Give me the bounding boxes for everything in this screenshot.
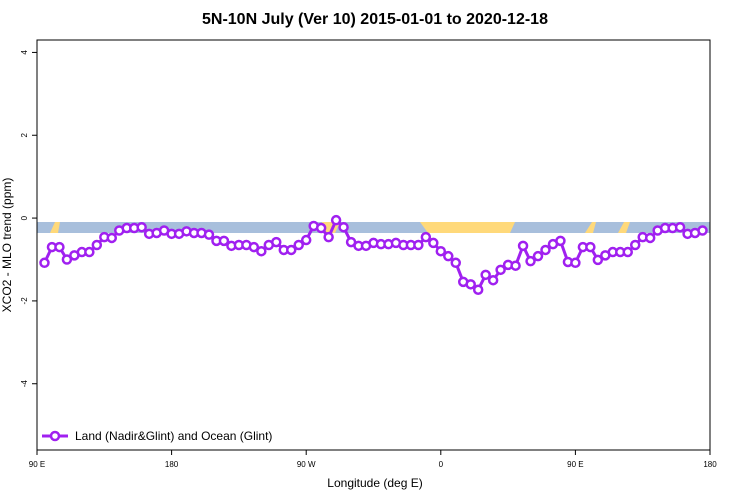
data-point [510, 260, 521, 271]
data-point [420, 231, 432, 243]
data-point [285, 244, 297, 256]
data-point [697, 225, 708, 236]
data-point [338, 221, 349, 233]
x-tick-label: 90 W [297, 460, 316, 469]
data-point [540, 244, 551, 256]
data-point [428, 237, 439, 249]
data-point [323, 231, 334, 243]
data-point [517, 240, 529, 252]
data-point [248, 241, 260, 253]
data-point [218, 235, 230, 247]
data-point [203, 229, 215, 240]
y-tick-label: 2 [20, 132, 29, 137]
x-tick-label: 90 E [29, 460, 45, 469]
x-tick-label: 0 [439, 460, 444, 469]
y-axis-label: XCO2 - MLO trend (ppm) [0, 178, 14, 313]
plot-frame [36, 39, 711, 451]
y-tick-label: -4 [20, 380, 29, 388]
legend-marker [49, 430, 61, 442]
data-point [622, 246, 633, 258]
data-point [465, 279, 476, 290]
data-point [256, 245, 267, 257]
x-tick-label: 90 E [567, 460, 583, 469]
data-point [629, 239, 641, 251]
data-point [91, 239, 103, 251]
data-point [495, 264, 506, 276]
land-band [50, 222, 60, 233]
data-point [592, 254, 604, 266]
background-band [37, 222, 710, 233]
land-band [618, 222, 630, 233]
land-band [420, 222, 515, 233]
data-point [443, 250, 454, 262]
data-point [487, 274, 499, 286]
data-point [315, 222, 327, 234]
data-point [644, 232, 656, 244]
data-point [39, 257, 50, 269]
chart-title: 5N-10N July (Ver 10) 2015-01-01 to 2020-… [202, 11, 548, 28]
data-point [54, 241, 65, 253]
data-point [472, 284, 484, 295]
data-point [480, 269, 491, 281]
y-tick-label: -2 [20, 297, 29, 305]
x-tick-label: 180 [165, 460, 179, 469]
y-tick-label: 0 [20, 215, 29, 220]
legend-label: Land (Nadir&Glint) and Ocean (Glint) [75, 429, 272, 443]
data-point [61, 254, 73, 265]
data-point [106, 232, 118, 244]
y-tick-label: 4 [20, 50, 29, 55]
x-axis-label: Longitude (deg E) [327, 476, 422, 490]
data-point [570, 257, 581, 269]
x-tick-label: 180 [703, 460, 717, 469]
data-point [525, 255, 536, 267]
data-point [271, 236, 282, 248]
data-point [435, 245, 447, 257]
data-point [450, 257, 462, 269]
data-point [413, 239, 424, 251]
data-point [84, 246, 95, 258]
data-point [293, 239, 304, 251]
data-point [330, 214, 342, 226]
data-point [136, 221, 147, 233]
data-point [674, 221, 686, 233]
data-point [532, 250, 544, 262]
legend: Land (Nadir&Glint) and Ocean (Glint) [42, 429, 272, 443]
data-point [555, 235, 566, 247]
land-band [585, 222, 596, 233]
data-point [300, 234, 312, 246]
data-point [585, 241, 596, 253]
ocean-band [37, 222, 710, 233]
